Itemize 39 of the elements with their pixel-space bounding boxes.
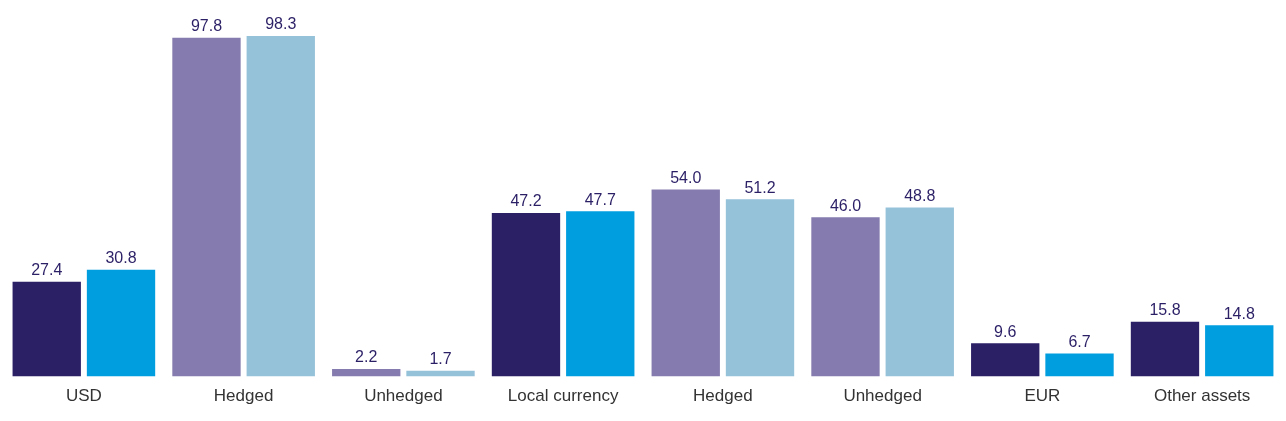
data-label: 30.8 [105,249,137,267]
bar [971,343,1040,377]
bar [332,368,401,377]
x-tick-label: Hedged [213,386,274,406]
data-label: 97.8 [190,17,223,35]
data-label: 2.2 [355,348,378,366]
bar [491,213,561,377]
data-label: 46.0 [829,196,862,214]
data-label: 1.7 [429,350,452,368]
x-tick-label: Local currency [507,386,619,406]
x-tick-label: USD [65,386,102,406]
x-tick-label: EUR [1024,386,1061,406]
data-label: 15.8 [1149,301,1181,319]
data-label: 47.7 [584,190,616,208]
data-label: 48.8 [904,186,936,204]
data-label: 6.7 [1068,332,1091,350]
data-label: 47.2 [510,192,542,210]
bar [1130,321,1200,377]
bar [12,281,81,377]
data-label: 14.8 [1223,304,1255,322]
bar [86,269,156,377]
data-label: 27.4 [31,261,63,279]
bar [1045,353,1114,377]
bar [885,207,954,377]
bar [1205,325,1274,377]
data-label: 9.6 [994,322,1017,340]
bar [172,37,241,377]
bar [811,217,880,377]
x-tick-label: Unhedged [843,386,922,406]
data-label: 54.0 [670,168,702,186]
x-tick-label: Hedged [693,386,753,406]
data-label: 51.2 [744,178,776,196]
bar [246,35,315,377]
bar [651,189,720,377]
x-tick-label: Other assets [1153,386,1251,406]
bar [566,211,635,377]
bar [725,199,795,377]
data-label: 98.3 [265,15,297,33]
x-tick-label: Unhedged [364,386,443,406]
